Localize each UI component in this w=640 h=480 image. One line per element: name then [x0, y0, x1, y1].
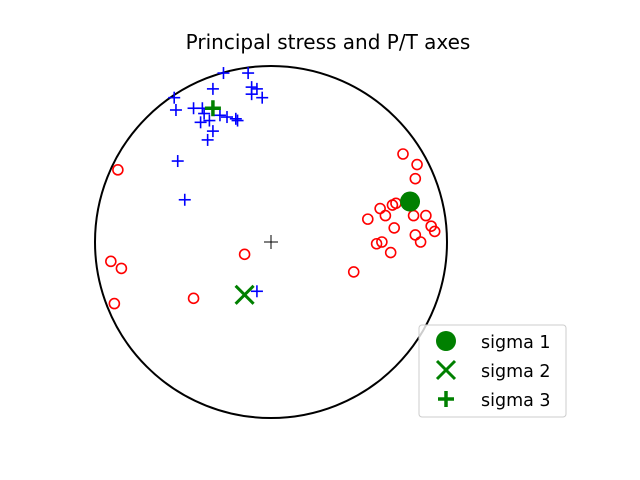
series-0-point-20 — [238, 248, 251, 261]
series-0-point-14 — [370, 237, 383, 250]
series-1-point-4 — [250, 82, 263, 95]
series-0-point-19 — [347, 266, 360, 278]
series-1-point-14 — [221, 111, 233, 124]
series-1-point-5 — [245, 88, 258, 101]
series-1-point-6 — [256, 91, 269, 104]
series-0-point-22 — [115, 262, 128, 275]
series-0-point-23 — [108, 297, 121, 310]
series-0-point-1 — [397, 148, 409, 160]
series-0-point-8 — [390, 197, 402, 210]
legend-label-sigma-2: sigma 2 — [481, 362, 551, 382]
center-cross — [264, 235, 278, 249]
legend-frame — [418, 324, 567, 418]
chart-title: Principal stress and P/T axes — [186, 30, 471, 54]
series-0-point-16 — [384, 246, 397, 259]
series-1-point-20 — [171, 155, 184, 168]
series-0-point-4 — [361, 213, 374, 225]
legend-markers — [435, 331, 457, 407]
legend-marker-sigma-2 — [435, 359, 457, 381]
series-0-point-24 — [187, 292, 200, 305]
legend-label-sigma-3: sigma 3 — [481, 391, 551, 411]
legend-label-sigma-1: sigma 1 — [481, 333, 551, 353]
series-0-point-17 — [409, 229, 422, 241]
data-marks — [105, 67, 441, 310]
series-0-point-9 — [407, 209, 420, 222]
legend-marker-sigma-2-b — [435, 359, 457, 381]
legend-marker-sigma-1 — [436, 331, 456, 351]
series-0-point-3 — [409, 172, 422, 185]
series-0-point-15 — [376, 236, 388, 248]
sigma-2-marker — [234, 284, 255, 305]
primitive-circle — [94, 65, 448, 419]
series-1-point-18 — [206, 125, 219, 138]
series-1-point-15 — [229, 112, 242, 125]
sigma-2-marker-b — [234, 284, 255, 305]
legend-marker-sigma-3 — [438, 391, 454, 407]
series-1-point-19 — [201, 133, 214, 146]
series-0-point-6 — [379, 209, 392, 222]
series-1-point-12 — [203, 114, 216, 127]
legend: sigma 1 sigma 2 sigma 3 — [418, 324, 567, 418]
series-0-point-0 — [112, 164, 124, 176]
series-0-point-18 — [414, 236, 427, 248]
series-0-point-5 — [374, 202, 386, 215]
sigma-3-marker — [204, 100, 221, 117]
series-1-point-11 — [198, 107, 211, 120]
series-1-point-16 — [231, 114, 244, 127]
series-1-point-17 — [194, 116, 207, 129]
series-1-point-21 — [178, 193, 191, 206]
series-1-point-0 — [217, 67, 230, 80]
series-0-point-10 — [420, 209, 432, 222]
series-1-point-13 — [213, 109, 226, 122]
series-1-point-1 — [242, 67, 255, 80]
series-1-point-8 — [169, 104, 182, 116]
series-0-point-12 — [428, 225, 441, 238]
series-0-point-13 — [388, 222, 401, 234]
sigma-1-marker — [400, 191, 421, 212]
series-1-point-7 — [168, 91, 181, 104]
series-0-point-21 — [105, 255, 117, 268]
series-1-point-22 — [250, 285, 263, 298]
series-1-point-2 — [206, 82, 219, 95]
series-0-point-2 — [411, 158, 423, 171]
